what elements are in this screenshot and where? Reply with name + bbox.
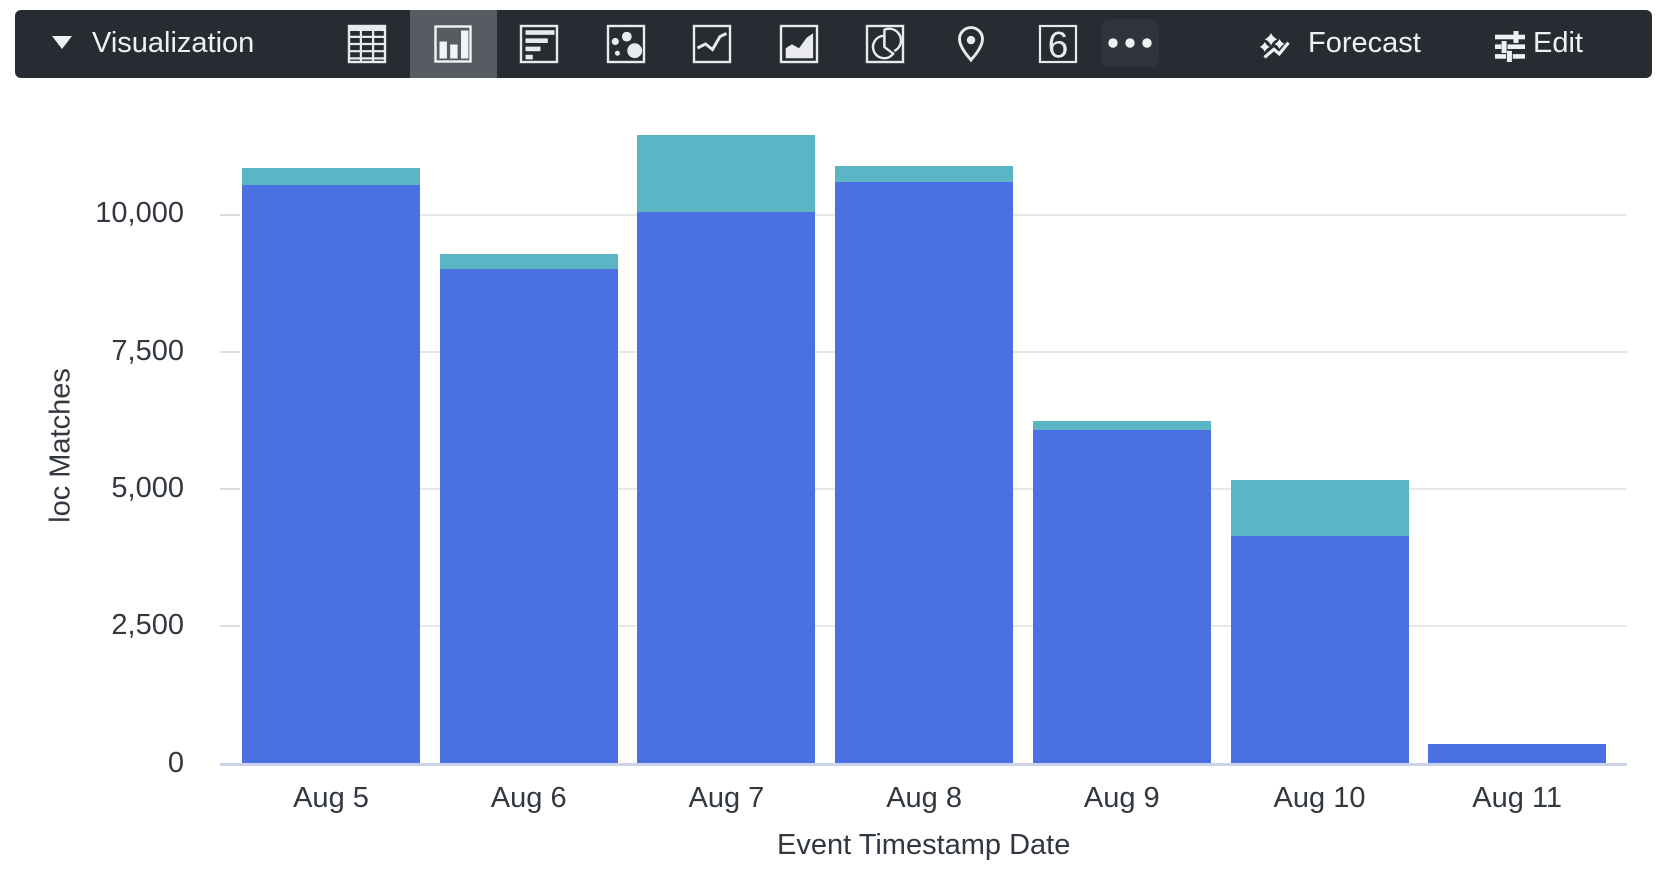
svg-text:6: 6 [1047, 25, 1068, 65]
